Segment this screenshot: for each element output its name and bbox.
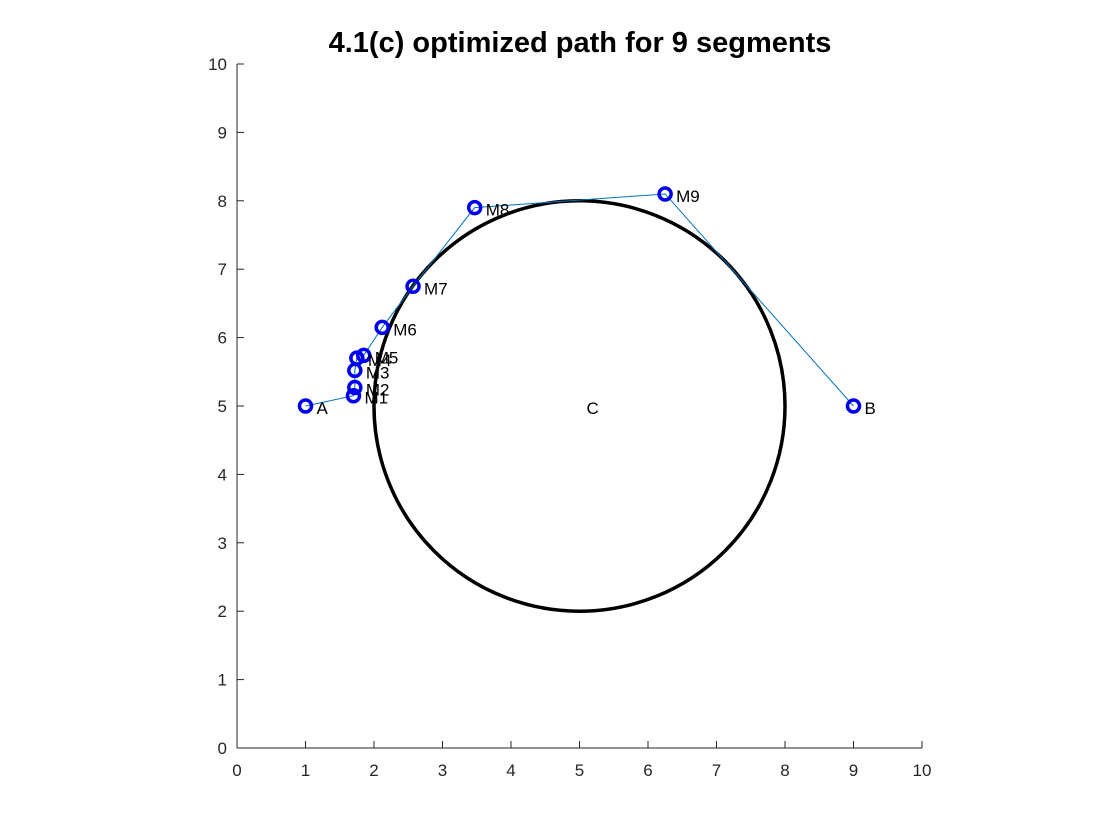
x-tick-label: 6 — [643, 761, 652, 780]
point-marker-m2 — [347, 379, 363, 396]
point-marker-b — [845, 398, 862, 414]
y-tick-label: 1 — [218, 671, 227, 690]
y-tick-label: 10 — [208, 55, 227, 74]
point-marker-m1 — [345, 387, 362, 404]
obstacle-center-label: C — [587, 399, 599, 418]
point-label-m6: M6 — [393, 320, 417, 339]
x-tick-label: 10 — [913, 761, 932, 780]
x-tick-label: 9 — [849, 761, 858, 780]
obstacle-circle — [372, 199, 787, 613]
y-tick-label: 8 — [218, 192, 227, 211]
y-tick-label: 2 — [218, 602, 227, 621]
x-tick-label: 5 — [575, 761, 584, 780]
y-tick-label: 0 — [218, 739, 227, 758]
axes: 0 1 2 3 4 5 6 7 8 9 10 0 1 2 3 4 5 6 7 8 9 10 — [208, 55, 931, 780]
point-label-b: B — [865, 399, 876, 418]
y-tick-label: 6 — [218, 329, 227, 348]
point-label-m1: M1 — [364, 389, 388, 408]
y-tick-label: 7 — [218, 260, 227, 279]
x-tick-label: 7 — [712, 761, 721, 780]
point-marker-m7 — [405, 278, 421, 295]
x-tick-label: 0 — [232, 761, 241, 780]
x-tick-label: 2 — [369, 761, 378, 780]
y-tick-label: 9 — [218, 123, 227, 142]
x-tick-label: 3 — [438, 761, 447, 780]
x-tick-label: 8 — [780, 761, 789, 780]
x-tick-label: 4 — [506, 761, 515, 780]
point-label-m4: M4 — [368, 351, 392, 370]
point-marker-m6 — [374, 319, 390, 336]
point-marker-a — [297, 398, 314, 414]
point-marker-m8 — [466, 199, 483, 216]
point-label-m7: M7 — [424, 279, 448, 298]
point-marker-m9 — [657, 186, 673, 202]
y-tick-label: 4 — [218, 465, 227, 484]
point-label-m3: M3 — [366, 363, 390, 382]
point-label-m2: M2 — [366, 381, 390, 400]
point-label-a: A — [317, 399, 329, 418]
point-marker-m5 — [355, 347, 372, 364]
y-tick-label: 3 — [218, 534, 227, 553]
y-tick-label: 5 — [218, 397, 227, 416]
chart-title: 4.1(c) optimized path for 9 segments — [329, 27, 832, 59]
point-label-m5: M5 — [375, 348, 399, 367]
x-tick-label: 1 — [301, 761, 310, 780]
obstacle-layer: C — [372, 199, 787, 613]
marker-layer — [297, 186, 862, 414]
point-label-m8: M8 — [486, 201, 510, 220]
point-label-m9: M9 — [676, 187, 700, 206]
